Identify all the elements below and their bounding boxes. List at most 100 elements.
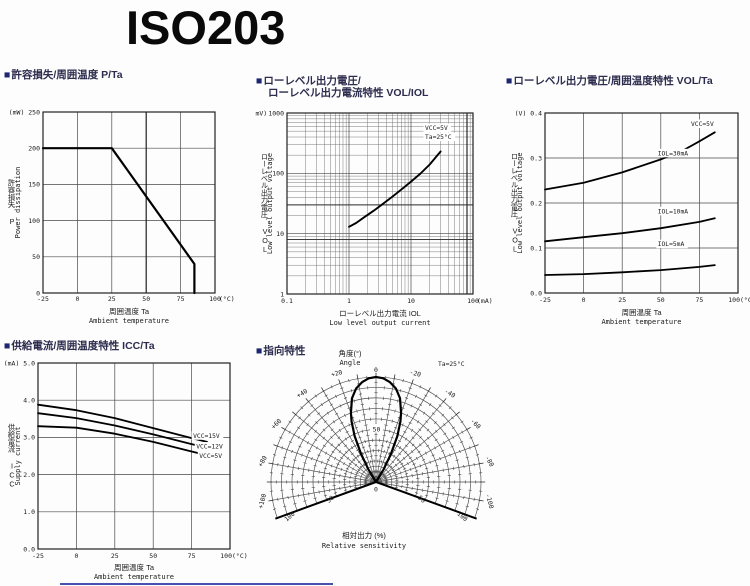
svg-text:100: 100 bbox=[209, 295, 221, 303]
svg-text:(mW): (mW) bbox=[9, 108, 25, 116]
svg-text:10: 10 bbox=[276, 230, 284, 238]
svg-text:(°C): (°C) bbox=[232, 552, 248, 560]
chart-title-icc: 供給電流/周囲温度特性 ICC/Ta bbox=[11, 340, 155, 352]
svg-text:VCC=5V: VCC=5V bbox=[691, 121, 714, 128]
svg-text:-25: -25 bbox=[539, 296, 551, 304]
icc-ta-chart: -25 0 25 50 75 100 (°C) 0.0 1.0 2.0 3.0 4.0 5.0(mA) 周… bbox=[4, 359, 248, 581]
directivity-polar-chart: 0 +20 +40 +60 +80 +100 -20 -40 -60 -80 -100 50 0 50 10… bbox=[257, 348, 495, 550]
chart-title-vol-ta: ローレベル出力電圧/周囲温度特性 VOL/Ta bbox=[513, 75, 713, 87]
svg-text:-100: -100 bbox=[484, 493, 495, 510]
section-bullet: ■ bbox=[256, 345, 263, 357]
svg-text:0.0: 0.0 bbox=[530, 289, 542, 297]
svg-text:-20: -20 bbox=[409, 369, 422, 379]
svg-text:VCC=15V: VCC=15V bbox=[193, 433, 220, 440]
svg-text:Relative sensitivity: Relative sensitivity bbox=[322, 542, 406, 550]
svg-text:100: 100 bbox=[455, 511, 468, 524]
svg-text:0: 0 bbox=[582, 296, 586, 304]
svg-text:1: 1 bbox=[280, 290, 284, 298]
chart-header-icc: ■供給電流/周囲温度特性 ICC/Ta bbox=[4, 340, 155, 353]
section-bullet: ■ bbox=[506, 75, 513, 87]
section-bullet: ■ bbox=[256, 75, 263, 87]
svg-text:+60: +60 bbox=[270, 418, 283, 431]
svg-text:200: 200 bbox=[28, 145, 40, 153]
page-title: ISO203 bbox=[126, 1, 286, 54]
svg-text:50: 50 bbox=[142, 295, 150, 303]
svg-text:0.1: 0.1 bbox=[530, 244, 542, 252]
svg-text:1000: 1000 bbox=[268, 109, 284, 117]
chart-header-directivity: ■指向特性 bbox=[256, 345, 306, 358]
svg-text:相対出力 (%): 相対出力 (%) bbox=[342, 530, 386, 540]
svg-text:100: 100 bbox=[728, 296, 740, 304]
bottom-rule bbox=[60, 583, 333, 585]
svg-text:25: 25 bbox=[111, 552, 119, 560]
svg-text:0: 0 bbox=[374, 486, 378, 494]
svg-text:150: 150 bbox=[28, 181, 40, 189]
svg-text:250: 250 bbox=[28, 108, 40, 116]
svg-text:0.4: 0.4 bbox=[530, 109, 542, 117]
svg-text:75: 75 bbox=[695, 296, 703, 304]
svg-text:VCC=5V: VCC=5V bbox=[425, 125, 448, 132]
svg-text:周囲温度 Ta: 周囲温度 Ta bbox=[109, 306, 150, 316]
svg-text:100: 100 bbox=[220, 552, 232, 560]
svg-text:50: 50 bbox=[657, 296, 665, 304]
svg-text:(mV): (mV) bbox=[255, 109, 267, 117]
svg-text:周囲温度 Ta: 周囲温度 Ta bbox=[621, 307, 662, 317]
svg-text:0: 0 bbox=[36, 289, 40, 297]
svg-text:75: 75 bbox=[177, 295, 185, 303]
svg-text:Power dissipation: Power dissipation bbox=[14, 167, 22, 239]
svg-text:3.0: 3.0 bbox=[23, 434, 35, 442]
svg-text:+80: +80 bbox=[257, 455, 269, 469]
svg-text:Ambient temperature: Ambient temperature bbox=[601, 318, 681, 326]
svg-text:供給電流 ICC: 供給電流 ICC bbox=[7, 423, 16, 488]
svg-text:(°C): (°C) bbox=[740, 296, 750, 304]
svg-text:(mA): (mA) bbox=[4, 359, 20, 367]
svg-text:0: 0 bbox=[374, 366, 378, 374]
svg-text:1.0: 1.0 bbox=[23, 508, 35, 516]
svg-text:25: 25 bbox=[108, 295, 116, 303]
svg-text:2.0: 2.0 bbox=[23, 471, 35, 479]
svg-text:0.2: 0.2 bbox=[530, 199, 542, 207]
chart-header-power: ■許容損失/周囲温度 P/Ta bbox=[4, 69, 123, 82]
chart-title-directivity: 指向特性 bbox=[263, 345, 306, 357]
svg-text:Ambient temperature: Ambient temperature bbox=[94, 573, 174, 581]
svg-text:ローレベル出力電圧 VOL: ローレベル出力電圧 VOL bbox=[511, 153, 520, 254]
section-bullet: ■ bbox=[4, 340, 11, 352]
power-dissipation-chart: -25 0 25 50 75 100(°C)050100150200250(mW)周囲温度… bbox=[8, 108, 235, 325]
svg-text:0.3: 0.3 bbox=[530, 154, 542, 162]
svg-text:周囲温度 Ta: 周囲温度 Ta bbox=[114, 562, 155, 572]
chart-title-power: 許容損失/周囲温度 P/Ta bbox=[11, 69, 123, 81]
chart-header-vol-iol: ■ローレベル出力電圧/ ローレベル出力電流特性 VOL/IOL bbox=[256, 75, 428, 99]
svg-text:(mA): (mA) bbox=[477, 297, 493, 305]
chart-header-vol-ta: ■ローレベル出力電圧/周囲温度特性 VOL/Ta bbox=[506, 75, 713, 88]
svg-text:Low level output current: Low level output current bbox=[329, 319, 430, 327]
svg-text:50: 50 bbox=[32, 253, 40, 261]
svg-text:75: 75 bbox=[188, 552, 196, 560]
svg-text:100: 100 bbox=[467, 297, 479, 305]
svg-text:25: 25 bbox=[618, 296, 626, 304]
svg-text:+20: +20 bbox=[330, 369, 343, 379]
svg-text:角度(°): 角度(°) bbox=[339, 348, 362, 358]
svg-text:IOL=5mA: IOL=5mA bbox=[658, 241, 685, 248]
svg-text:-25: -25 bbox=[32, 552, 44, 560]
svg-text:許容損失 P: 許容損失 P bbox=[8, 178, 17, 225]
svg-text:ローレベル出力電流 IOL: ローレベル出力電流 IOL bbox=[339, 308, 421, 318]
svg-text:5.0: 5.0 bbox=[23, 359, 35, 367]
svg-text:0.0: 0.0 bbox=[23, 545, 35, 553]
svg-text:Low level output voltage: Low level output voltage bbox=[516, 152, 524, 253]
svg-text:10: 10 bbox=[407, 297, 415, 305]
svg-text:0.1: 0.1 bbox=[281, 297, 293, 305]
svg-text:0: 0 bbox=[75, 295, 79, 303]
svg-text:Ambient temperature: Ambient temperature bbox=[89, 317, 169, 325]
svg-text:Supply current: Supply current bbox=[14, 426, 22, 485]
svg-text:VCC=12V: VCC=12V bbox=[196, 444, 223, 451]
svg-text:0: 0 bbox=[74, 552, 78, 560]
svg-text:(°C): (°C) bbox=[219, 295, 235, 303]
svg-text:ローレベル出力電圧 VOL: ローレベル出力電圧 VOL bbox=[261, 153, 270, 254]
vol-ta-chart: -25 0 25 50 75 100(°C) 0.0 0.1 0.2 0.3 0.4(V) 周囲温度 … bbox=[511, 109, 750, 326]
svg-text:-80: -80 bbox=[483, 455, 495, 469]
svg-text:50: 50 bbox=[416, 495, 426, 505]
svg-text:100: 100 bbox=[272, 170, 284, 178]
svg-text:Ta=25°C: Ta=25°C bbox=[425, 133, 452, 141]
